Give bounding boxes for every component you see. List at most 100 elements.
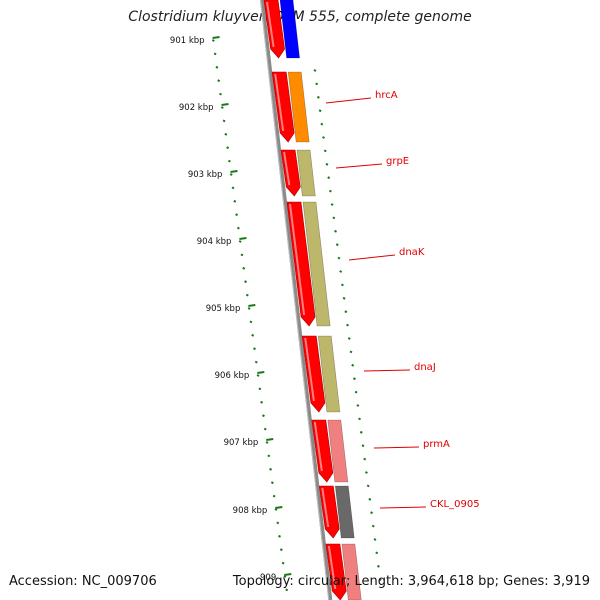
gene-feature-g4 [317, 335, 341, 413]
scale-major-tick [248, 304, 256, 307]
track-minor-tick [318, 109, 322, 113]
track-minor-tick [358, 417, 362, 421]
track-minor-tick [366, 484, 370, 488]
scale-minor-tick [213, 52, 217, 56]
track-minor-tick [340, 283, 344, 287]
scale-minor-tick [285, 588, 289, 592]
track-minor-tick [376, 564, 380, 568]
track-minor-tick [337, 256, 341, 260]
scale-minor-tick [215, 65, 219, 69]
scale-tick-label: 901 kbp [170, 36, 205, 46]
cds-arrow-highlight [304, 337, 315, 402]
gene-feature-g0 [279, 0, 300, 59]
scale-minor-tick [253, 347, 256, 351]
track-minor-tick [352, 377, 356, 381]
scale-tick-label: 907 kbp [224, 438, 259, 448]
track-minor-tick [375, 551, 379, 555]
track-minor-tick [344, 310, 348, 314]
scale-minor-tick [283, 575, 287, 578]
scale-minor-tick [279, 548, 283, 552]
gene-label-leader [373, 446, 420, 449]
track-minor-tick [342, 296, 346, 300]
accession-text: Accession: NC_009706 [9, 574, 157, 589]
scale-minor-tick [217, 79, 221, 83]
gene-label-leader [335, 163, 383, 169]
track-minor-tick [315, 82, 319, 86]
gene-label-g6: CKL_0905 [430, 499, 480, 510]
track-minor-tick [335, 243, 339, 247]
track-minor-tick [322, 136, 325, 139]
cds-arrow-highlight [313, 421, 323, 472]
scale-minor-tick [224, 132, 228, 136]
scale-minor-tick [260, 400, 264, 404]
scale-minor-tick [238, 240, 242, 243]
track-minor-tick [330, 203, 334, 206]
track-minor-tick [373, 538, 377, 541]
scale-minor-tick [256, 374, 260, 377]
gene-label-leader [348, 254, 396, 261]
track-minor-tick [339, 270, 343, 273]
scale-minor-tick [219, 92, 222, 96]
scale-minor-tick [272, 494, 276, 498]
cds-arrow-highlight [274, 73, 285, 132]
gene-label-g2: grpE [386, 156, 409, 167]
scale-minor-tick [258, 387, 262, 391]
scale-minor-tick [278, 534, 281, 538]
page-title: Clostridium kluyveri DSM 555, complete g… [128, 9, 472, 25]
gene-feature-g2 [296, 149, 316, 197]
scale-minor-tick [244, 280, 247, 284]
track-minor-tick [313, 69, 317, 72]
scale-minor-tick [236, 226, 240, 230]
track-minor-tick [351, 363, 355, 367]
scale-major-tick [239, 237, 247, 240]
gene-label-leader [363, 369, 411, 372]
cds-arrow-highlight [288, 203, 306, 316]
scale-minor-tick [220, 106, 224, 109]
gene-feature-g3 [302, 201, 331, 327]
track-minor-tick [316, 95, 320, 99]
scale-minor-tick [231, 186, 235, 190]
scale-tick-label: 904 kbp [197, 237, 232, 247]
genome-backbone [260, 0, 333, 600]
track-minor-tick [368, 497, 372, 501]
scale-tick-label: 902 kbp [179, 103, 214, 113]
track-minor-tick [363, 457, 367, 461]
topology-text: Topology: circular; Length: 3,964,618 bp… [232, 574, 590, 589]
gene-feature-g6 [334, 485, 355, 539]
scale-minor-tick [227, 159, 231, 163]
track-minor-tick [327, 176, 331, 180]
track-minor-tick [328, 189, 332, 193]
scale-minor-tick [263, 427, 267, 431]
cds-arrow-highlight [327, 545, 337, 590]
gene-label-g5: prmA [423, 439, 450, 450]
cds-arrow-highlight [266, 1, 275, 48]
scale-tick-label: 903 kbp [188, 170, 223, 180]
track-minor-tick [347, 337, 351, 340]
track-minor-tick [370, 511, 374, 515]
track-minor-tick [356, 404, 360, 407]
scale-major-tick [266, 438, 274, 441]
scale-minor-tick [235, 213, 239, 217]
track-minor-tick [323, 149, 327, 153]
scale-major-tick [275, 506, 283, 509]
gene-label-g3: dnaK [399, 247, 425, 258]
track-minor-tick [364, 471, 368, 474]
scale-minor-tick [211, 39, 215, 42]
track-minor-tick [325, 162, 329, 166]
genome-backbone-highlight [260, 0, 330, 600]
scale-major-tick [257, 371, 265, 374]
scale-minor-tick [247, 307, 251, 310]
scale-minor-tick [229, 173, 233, 176]
scale-minor-tick [233, 199, 237, 203]
track-minor-tick [371, 524, 375, 528]
scale-minor-tick [265, 441, 269, 444]
scale-tick-label: 906 kbp [215, 371, 250, 381]
scale-minor-tick [281, 561, 285, 565]
gene-feature-g5 [327, 419, 349, 483]
scale-minor-tick [276, 521, 280, 525]
track-minor-tick [359, 430, 363, 434]
scale-tick-label: 908 kbp [233, 506, 268, 516]
track-minor-tick [346, 323, 349, 327]
scale-tick-label: 905 kbp [206, 304, 241, 314]
